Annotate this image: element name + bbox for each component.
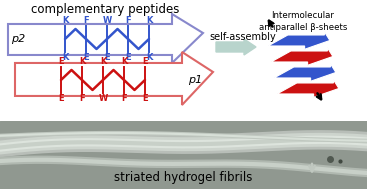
Text: complementary peptides: complementary peptides [31, 3, 179, 16]
Text: W: W [98, 94, 108, 103]
Text: E: E [104, 53, 110, 62]
Text: K: K [121, 57, 127, 66]
Text: p2: p2 [11, 34, 25, 44]
Text: K: K [62, 53, 68, 62]
Polygon shape [277, 80, 339, 97]
Text: F: F [83, 16, 89, 25]
Text: K: K [146, 53, 152, 62]
Text: K: K [62, 16, 68, 25]
Text: p1: p1 [188, 75, 202, 85]
Text: self-assembly: self-assembly [210, 32, 276, 42]
Text: E: E [142, 94, 148, 103]
Text: F: F [121, 94, 127, 103]
Polygon shape [268, 32, 330, 49]
Text: K: K [79, 57, 85, 66]
Polygon shape [274, 64, 336, 81]
Text: E: E [58, 94, 64, 103]
FancyArrow shape [216, 39, 256, 55]
Text: F: F [125, 16, 131, 25]
Polygon shape [271, 48, 333, 65]
Text: K: K [146, 16, 152, 25]
Text: E: E [142, 57, 148, 66]
Text: E: E [58, 57, 64, 66]
Text: F: F [79, 94, 85, 103]
Text: W: W [102, 16, 112, 25]
Text: K: K [100, 57, 106, 66]
Text: E: E [83, 53, 89, 62]
Text: Intermolecular
antiparallel β-sheets: Intermolecular antiparallel β-sheets [259, 11, 347, 32]
Text: E: E [125, 53, 131, 62]
Text: striated hydrogel fibrils: striated hydrogel fibrils [114, 171, 252, 184]
